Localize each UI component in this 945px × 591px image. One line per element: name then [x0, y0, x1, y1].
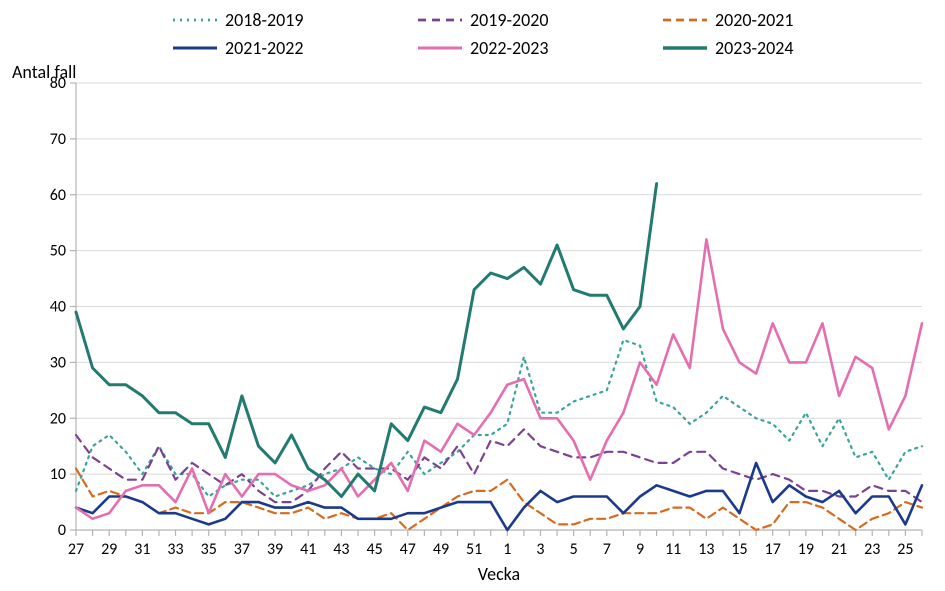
svg-text:33: 33 [167, 540, 183, 559]
svg-text:15: 15 [731, 540, 747, 559]
svg-text:20: 20 [50, 409, 66, 428]
svg-text:3: 3 [536, 540, 544, 559]
svg-text:7: 7 [603, 540, 611, 559]
svg-text:25: 25 [897, 540, 913, 559]
svg-text:1: 1 [503, 540, 511, 559]
svg-text:37: 37 [234, 540, 250, 559]
svg-text:40: 40 [50, 298, 66, 317]
svg-text:60: 60 [50, 186, 66, 205]
svg-text:29: 29 [101, 540, 117, 559]
svg-text:70: 70 [50, 130, 66, 149]
svg-text:9: 9 [636, 540, 644, 559]
svg-text:50: 50 [50, 242, 66, 261]
svg-text:19: 19 [798, 540, 814, 559]
legend-label-2018-2019: 2018-2019 [225, 9, 304, 31]
svg-text:47: 47 [400, 540, 416, 559]
chart-container: 0102030405060708027293133353739414345474… [0, 0, 945, 591]
svg-text:43: 43 [333, 540, 349, 559]
svg-text:27: 27 [68, 540, 84, 559]
line-chart: 0102030405060708027293133353739414345474… [0, 0, 945, 591]
svg-text:49: 49 [433, 540, 449, 559]
svg-text:31: 31 [134, 540, 150, 559]
svg-text:Vecka: Vecka [478, 563, 520, 585]
legend-label-2021-2022: 2021-2022 [225, 37, 304, 59]
svg-text:41: 41 [300, 540, 316, 559]
svg-text:21: 21 [831, 540, 847, 559]
svg-text:51: 51 [466, 540, 482, 559]
legend-label-2019-2020: 2019-2020 [470, 9, 549, 31]
svg-text:11: 11 [665, 540, 681, 559]
legend-label-2023-2024: 2023-2024 [715, 37, 794, 59]
svg-text:5: 5 [570, 540, 578, 559]
svg-text:39: 39 [267, 540, 283, 559]
legend-label-2020-2021: 2020-2021 [715, 9, 794, 31]
svg-text:0: 0 [58, 521, 66, 540]
svg-text:17: 17 [765, 540, 781, 559]
svg-text:23: 23 [864, 540, 880, 559]
svg-text:35: 35 [201, 540, 217, 559]
svg-text:10: 10 [50, 465, 66, 484]
svg-text:30: 30 [50, 353, 66, 372]
legend-label-2022-2023: 2022-2023 [470, 37, 549, 59]
svg-text:Antal fall: Antal fall [12, 61, 76, 83]
svg-text:45: 45 [366, 540, 382, 559]
svg-text:13: 13 [698, 540, 714, 559]
